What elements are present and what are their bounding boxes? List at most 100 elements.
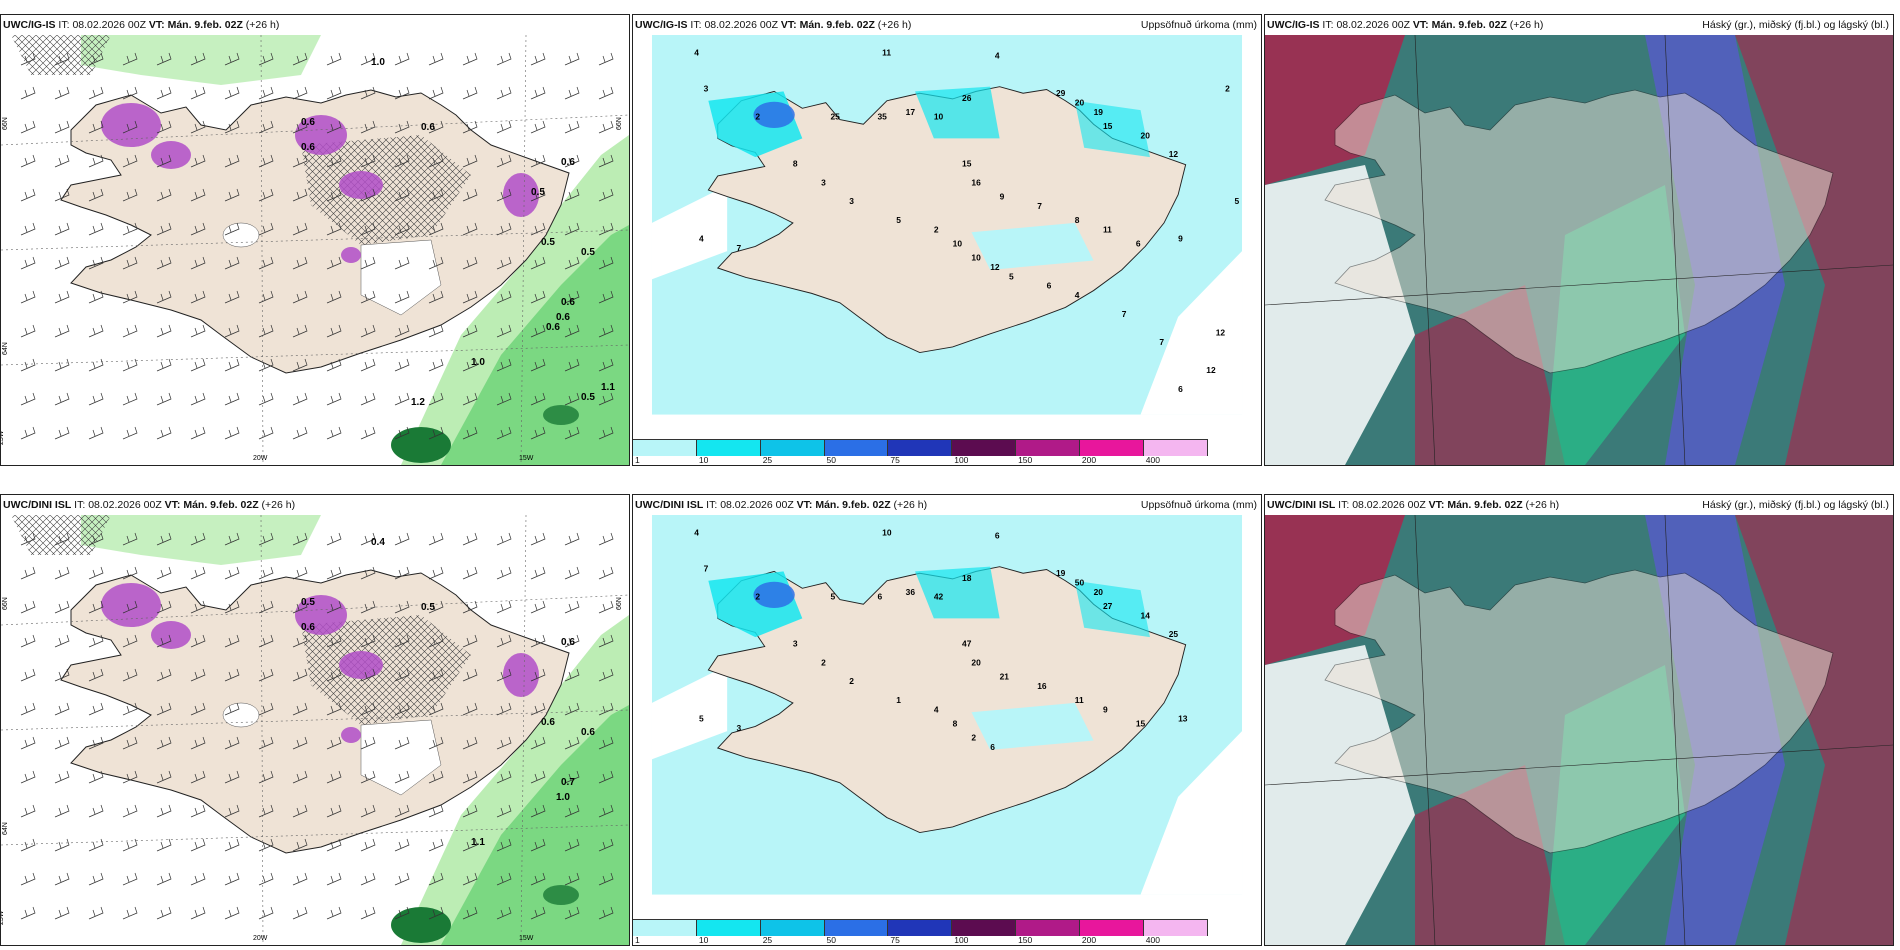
value-label: 7	[704, 563, 709, 573]
wind-barb	[462, 392, 478, 406]
wind-barb	[258, 532, 274, 546]
cloud-cover-map	[1265, 515, 1893, 945]
wind-barb	[122, 906, 138, 920]
wind-barb	[54, 702, 70, 716]
wind-barb	[428, 256, 444, 270]
wind-barb	[530, 358, 546, 372]
value-label: 12	[1216, 328, 1226, 338]
wind-barb	[462, 566, 478, 580]
colorbar-tick: 100	[954, 455, 969, 465]
wind-barb	[292, 872, 308, 886]
wind-barb	[258, 600, 274, 614]
wind-barb	[190, 256, 206, 270]
wind-barb	[564, 838, 580, 852]
value-label: 15	[1136, 718, 1146, 728]
wind-barb	[20, 736, 36, 750]
value-label: 0.5	[421, 602, 435, 613]
value-label: 0.6	[301, 117, 315, 128]
value-label: 12	[1206, 365, 1216, 375]
value-label: 7	[737, 243, 742, 253]
wind-barb	[156, 804, 172, 818]
wind-barb	[292, 222, 308, 236]
value-label: 0.6	[301, 622, 315, 633]
wind-barb	[394, 86, 410, 100]
colorbar-tick: 25	[762, 935, 773, 945]
wind-barb	[20, 804, 36, 818]
wind-barb	[122, 804, 138, 818]
value-label: 1.0	[371, 57, 385, 68]
value-label: 21	[1000, 671, 1010, 681]
wind-barb	[190, 52, 206, 66]
value-label: 0.4	[371, 537, 385, 548]
wind-barb	[258, 426, 274, 440]
wind-barb	[598, 634, 614, 648]
wind-barb	[496, 566, 512, 580]
wind-barb	[428, 838, 444, 852]
value-label: 20	[1094, 587, 1104, 597]
value-label: 11	[882, 48, 891, 58]
wind-barb	[20, 324, 36, 338]
value-label: 1.1	[471, 837, 485, 848]
value-label: 17	[906, 107, 916, 117]
wind-barb	[530, 668, 546, 682]
wind-barb	[428, 906, 444, 920]
wind-barb	[462, 804, 478, 818]
value-label: 26	[962, 93, 972, 103]
value-label: 4	[934, 704, 939, 714]
wind-barb	[564, 770, 580, 784]
value-label: 15	[962, 159, 972, 169]
value-label: 5	[1009, 271, 1014, 281]
wind-barb	[88, 358, 104, 372]
wind-barb	[564, 600, 580, 614]
wind-barb	[428, 770, 444, 784]
wind-barb	[530, 324, 546, 338]
wind-barb	[462, 154, 478, 168]
wind-barb	[258, 120, 274, 134]
wind-barb	[530, 566, 546, 580]
wind-barb	[462, 532, 478, 546]
wind-barb	[564, 702, 580, 716]
value-label: 42	[934, 592, 944, 602]
wind-barb	[394, 736, 410, 750]
wind-barb	[190, 324, 206, 338]
wind-barb	[496, 736, 512, 750]
axis-label: 66N	[2, 597, 9, 610]
value-label: 0.5	[301, 597, 315, 608]
wind-barb	[224, 736, 240, 750]
wind-barb	[428, 324, 444, 338]
wind-barb	[54, 600, 70, 614]
value-label: 35	[877, 112, 887, 122]
wind-barb	[598, 600, 614, 614]
wind-barb	[190, 532, 206, 546]
wind-barb	[598, 838, 614, 852]
wind-barb	[224, 804, 240, 818]
wind-barb	[530, 600, 546, 614]
wind-barb	[360, 392, 376, 406]
value-label: 20	[971, 657, 981, 667]
axis-label: 66N	[2, 117, 9, 130]
wind-barb	[496, 426, 512, 440]
wind-barb	[224, 668, 240, 682]
wind-barb	[88, 222, 104, 236]
colorbar-tick: 200	[1081, 935, 1097, 945]
wind-barb	[598, 290, 614, 304]
wind-barb	[360, 426, 376, 440]
wind-barb	[598, 532, 614, 546]
wind-barb	[326, 702, 342, 716]
wind-barb	[326, 566, 342, 580]
wind-barb	[20, 392, 36, 406]
wind-barb	[360, 702, 376, 716]
wind-barb	[496, 906, 512, 920]
axis-label: 25W	[1, 430, 5, 445]
wind-barb	[190, 906, 206, 920]
wind-barb	[496, 392, 512, 406]
wind-barb	[258, 770, 274, 784]
value-label: 27	[1103, 601, 1113, 611]
wind-barb	[292, 906, 308, 920]
wind-barb	[598, 86, 614, 100]
wind-barb	[462, 838, 478, 852]
wind-barb	[598, 120, 614, 134]
colorbar-swatch	[696, 439, 761, 456]
wind-barb	[496, 86, 512, 100]
